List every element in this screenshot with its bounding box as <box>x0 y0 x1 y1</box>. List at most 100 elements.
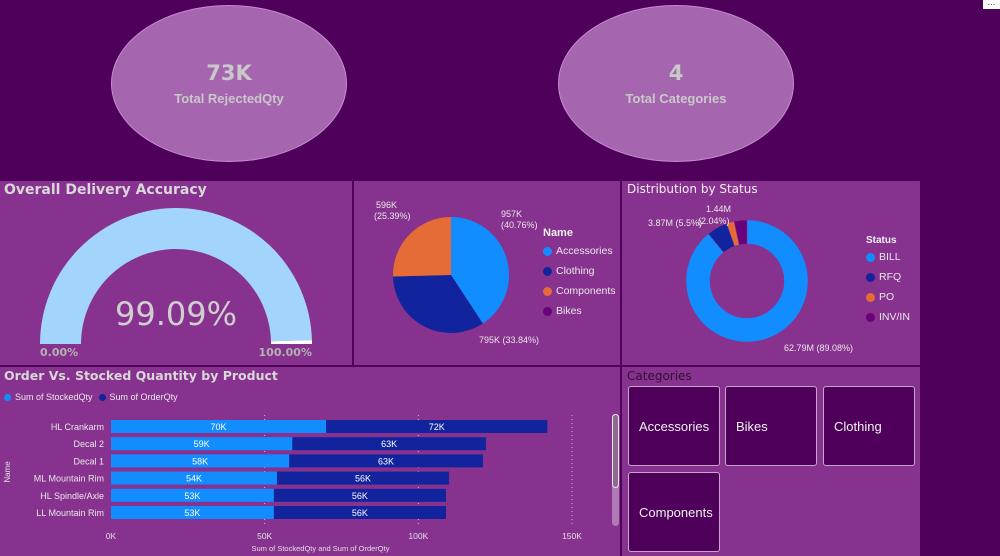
bar-order[interactable] <box>326 420 548 433</box>
slicer-tile-components[interactable]: Components <box>628 472 720 552</box>
legend-label: Sum of StockedQty <box>15 392 93 402</box>
bar-chart-panel: Order Vs. Stocked Quantity by Product Su… <box>0 367 620 556</box>
bar-chart-title: Order Vs. Stocked Quantity by Product <box>4 368 278 383</box>
pie-data-label: 795K (33.84%) <box>479 335 539 345</box>
bar-order[interactable] <box>276 471 450 485</box>
bar-data-label: 53K <box>184 491 200 501</box>
y-category-label: HL Crankarm <box>51 422 104 432</box>
gauge-max-label: 100.00% <box>259 346 312 359</box>
bar-data-label: 56K <box>352 491 368 501</box>
slicer-title: Categories <box>627 369 692 383</box>
pie-panel: 957K (40.76%) 795K (33.84%) 596K (25.39%) Na… <box>354 181 620 365</box>
bar-stocked[interactable] <box>111 437 293 451</box>
legend-label: Clothing <box>556 265 595 277</box>
bar-order[interactable] <box>289 454 483 468</box>
pie-legend-item[interactable]: Bikes <box>543 301 616 321</box>
bar-data-label: 72K <box>429 422 445 432</box>
kpi-label: Total RejectedQty <box>174 91 284 106</box>
pie-legend-item[interactable]: Accessories <box>543 241 616 261</box>
legend-dot-icon <box>543 286 552 296</box>
slicer-tile-accessories[interactable]: Accessories <box>628 386 720 466</box>
donut-legend-title: Status <box>866 235 897 246</box>
gauge-min-label: 0.00% <box>40 346 78 359</box>
legend-label: Bikes <box>556 305 582 317</box>
donut-legend-item[interactable]: BILL <box>866 247 910 267</box>
y-category-label: ML Mountain Rim <box>34 474 104 484</box>
legend-dot-icon <box>866 312 875 322</box>
legend-dot-icon <box>543 266 552 276</box>
pie-legend-item[interactable]: Clothing <box>543 261 616 281</box>
y-axis-title: Name <box>3 461 12 483</box>
pie-data-label-value: 957K <box>501 209 522 219</box>
bar-data-label: 63K <box>381 439 397 449</box>
x-tick-label: 100K <box>408 531 428 541</box>
bar-data-label: 53K <box>184 508 200 518</box>
bar-chart-scrollbar[interactable] <box>612 414 619 526</box>
legend-dot-icon <box>98 393 106 401</box>
donut-legend: Status BILL RFQ PO INV/IN <box>866 235 910 327</box>
donut-data-label: 3.87M (5.5%) <box>648 218 702 228</box>
pie-legend-item[interactable]: Components <box>543 281 616 301</box>
donut-data-label: 62.79M (89.08%) <box>784 343 853 353</box>
gauge-arc <box>39 207 312 344</box>
bar-order[interactable] <box>292 437 486 451</box>
kpi-total-categories: 4 Total Categories <box>558 5 794 162</box>
bar-stocked[interactable] <box>111 471 277 485</box>
kpi-value: 4 <box>668 61 684 85</box>
scrollbar-thumb[interactable] <box>612 414 619 488</box>
donut-legend-item[interactable]: RFQ <box>866 267 910 287</box>
bar-stocked[interactable] <box>111 420 327 433</box>
pie-legend: Name Accessories Clothing Components Bik… <box>543 227 616 321</box>
legend-label: BILL <box>879 251 901 263</box>
pie-data-label-pct: (40.76%) <box>501 220 538 230</box>
bar-stocked[interactable] <box>111 506 274 519</box>
donut-legend-item[interactable]: INV/IN <box>866 307 910 327</box>
bar-legend: Sum of StockedQty Sum of OrderQty <box>4 390 178 404</box>
bar-stocked[interactable] <box>111 454 290 468</box>
bar-order[interactable] <box>273 506 446 519</box>
legend-dot-icon <box>866 272 875 282</box>
slicer-tile-clothing[interactable]: Clothing <box>823 386 915 466</box>
bar-data-label: 59K <box>194 439 210 449</box>
y-category-label: HL Spindle/Axle <box>40 491 104 501</box>
x-tick-label: 0K <box>106 531 117 541</box>
donut-chart: 62.79M (89.08%) 3.87M (5.5%) 1.44M (2.04%) <box>648 204 853 353</box>
pie-slice-components[interactable] <box>393 217 451 277</box>
bar-stocked[interactable] <box>111 488 274 502</box>
bar-legend-item-stocked[interactable]: Sum of StockedQty <box>4 390 93 404</box>
donut-slice-bill[interactable] <box>685 219 809 343</box>
pie-slice-accessories[interactable] <box>451 217 509 324</box>
donut-slice-inv-in[interactable] <box>733 219 748 246</box>
gauge-title: Overall Delivery Accuracy <box>4 182 207 198</box>
gauge-value: 99.09% <box>115 295 237 333</box>
slicer-tile-bikes[interactable]: Bikes <box>725 386 817 466</box>
bar-data-label: 63K <box>378 456 394 466</box>
gauge-panel: Overall Delivery Accuracy 99.09% 0.00% 1… <box>0 181 352 365</box>
y-category-label: LL Mountain Rim <box>36 508 104 518</box>
legend-label: Components <box>556 285 616 297</box>
kpi-label: Total Categories <box>625 91 727 106</box>
bar-legend-item-order[interactable]: Sum of OrderQty <box>98 390 178 404</box>
y-category-label: Decal 1 <box>73 456 104 466</box>
pie-data-label-pct: (25.39%) <box>374 211 411 221</box>
x-axis-title: Sum of StockedQty and Sum of OrderQty <box>252 544 390 553</box>
pie-chart: 957K(40.76%) 795K (33.84%) 596K(25.39%) <box>374 200 539 345</box>
legend-dot-icon <box>4 393 11 401</box>
legend-dot-icon <box>866 252 875 262</box>
donut-legend-item[interactable]: PO <box>866 287 910 307</box>
pie-slice-clothing[interactable] <box>393 275 483 333</box>
legend-label: PO <box>879 291 895 303</box>
donut-data-label-value: 1.44M <box>706 204 731 214</box>
legend-label: Sum of OrderQty <box>109 392 178 402</box>
y-category-label: Decal 2 <box>73 439 104 449</box>
x-tick-label: 50K <box>257 531 272 541</box>
legend-label: Accessories <box>556 245 613 257</box>
gauge-chart: 99.09% 0.00% 100.00% <box>39 207 312 359</box>
bar-data-label: 56K <box>355 474 371 484</box>
bar-data-label: 56K <box>352 508 368 518</box>
bar-order[interactable] <box>273 488 446 502</box>
more-options-button[interactable]: ... <box>983 0 1000 9</box>
kpi-value: 73K <box>206 61 252 85</box>
legend-dot-icon <box>866 292 875 302</box>
x-tick-label: 150K <box>562 531 582 541</box>
